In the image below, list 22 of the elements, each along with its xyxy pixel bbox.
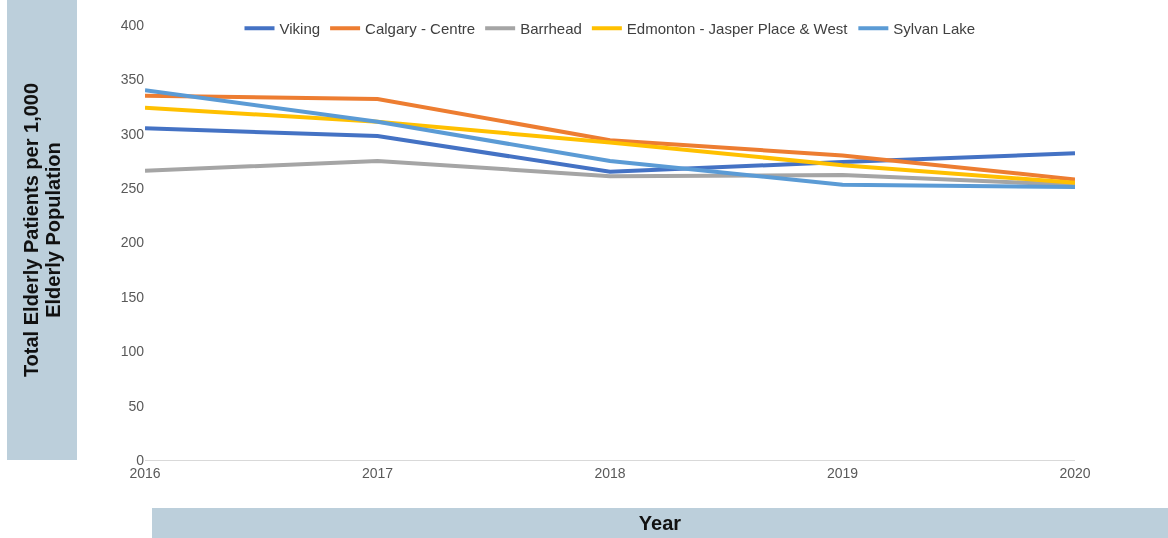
y-tick-label: 50 [128, 397, 145, 414]
y-tick-label: 300 [120, 125, 145, 142]
legend-label: Viking [279, 20, 321, 38]
y-tick-label: 250 [120, 180, 145, 197]
line-series [145, 158, 1075, 187]
y-axis-title: Total Elderly Patients per 1,000 Elderly Population [20, 81, 64, 380]
line-series [145, 105, 1075, 185]
x-tick-label: 2019 [826, 464, 859, 481]
x-tick-label: 2020 [1059, 464, 1091, 481]
y-tick-label: 100 [120, 343, 145, 360]
y-tick-label: 400 [120, 16, 145, 33]
x-axis-title: Year [152, 508, 1168, 538]
y-tick-label: 350 [120, 71, 145, 88]
y-tick-label: 200 [120, 234, 145, 251]
x-tick-label: 2018 [594, 464, 626, 481]
legend-label: Barrhead [520, 20, 582, 38]
legend-label: Edmonton - Jasper Place & West [626, 20, 849, 38]
legend-label: Sylvan Lake [893, 20, 976, 38]
legend-label: Calgary - Centre [365, 20, 476, 38]
x-tick-label: 2017 [361, 464, 394, 481]
line-series [145, 126, 1075, 174]
y-tick-label: 150 [120, 288, 145, 305]
